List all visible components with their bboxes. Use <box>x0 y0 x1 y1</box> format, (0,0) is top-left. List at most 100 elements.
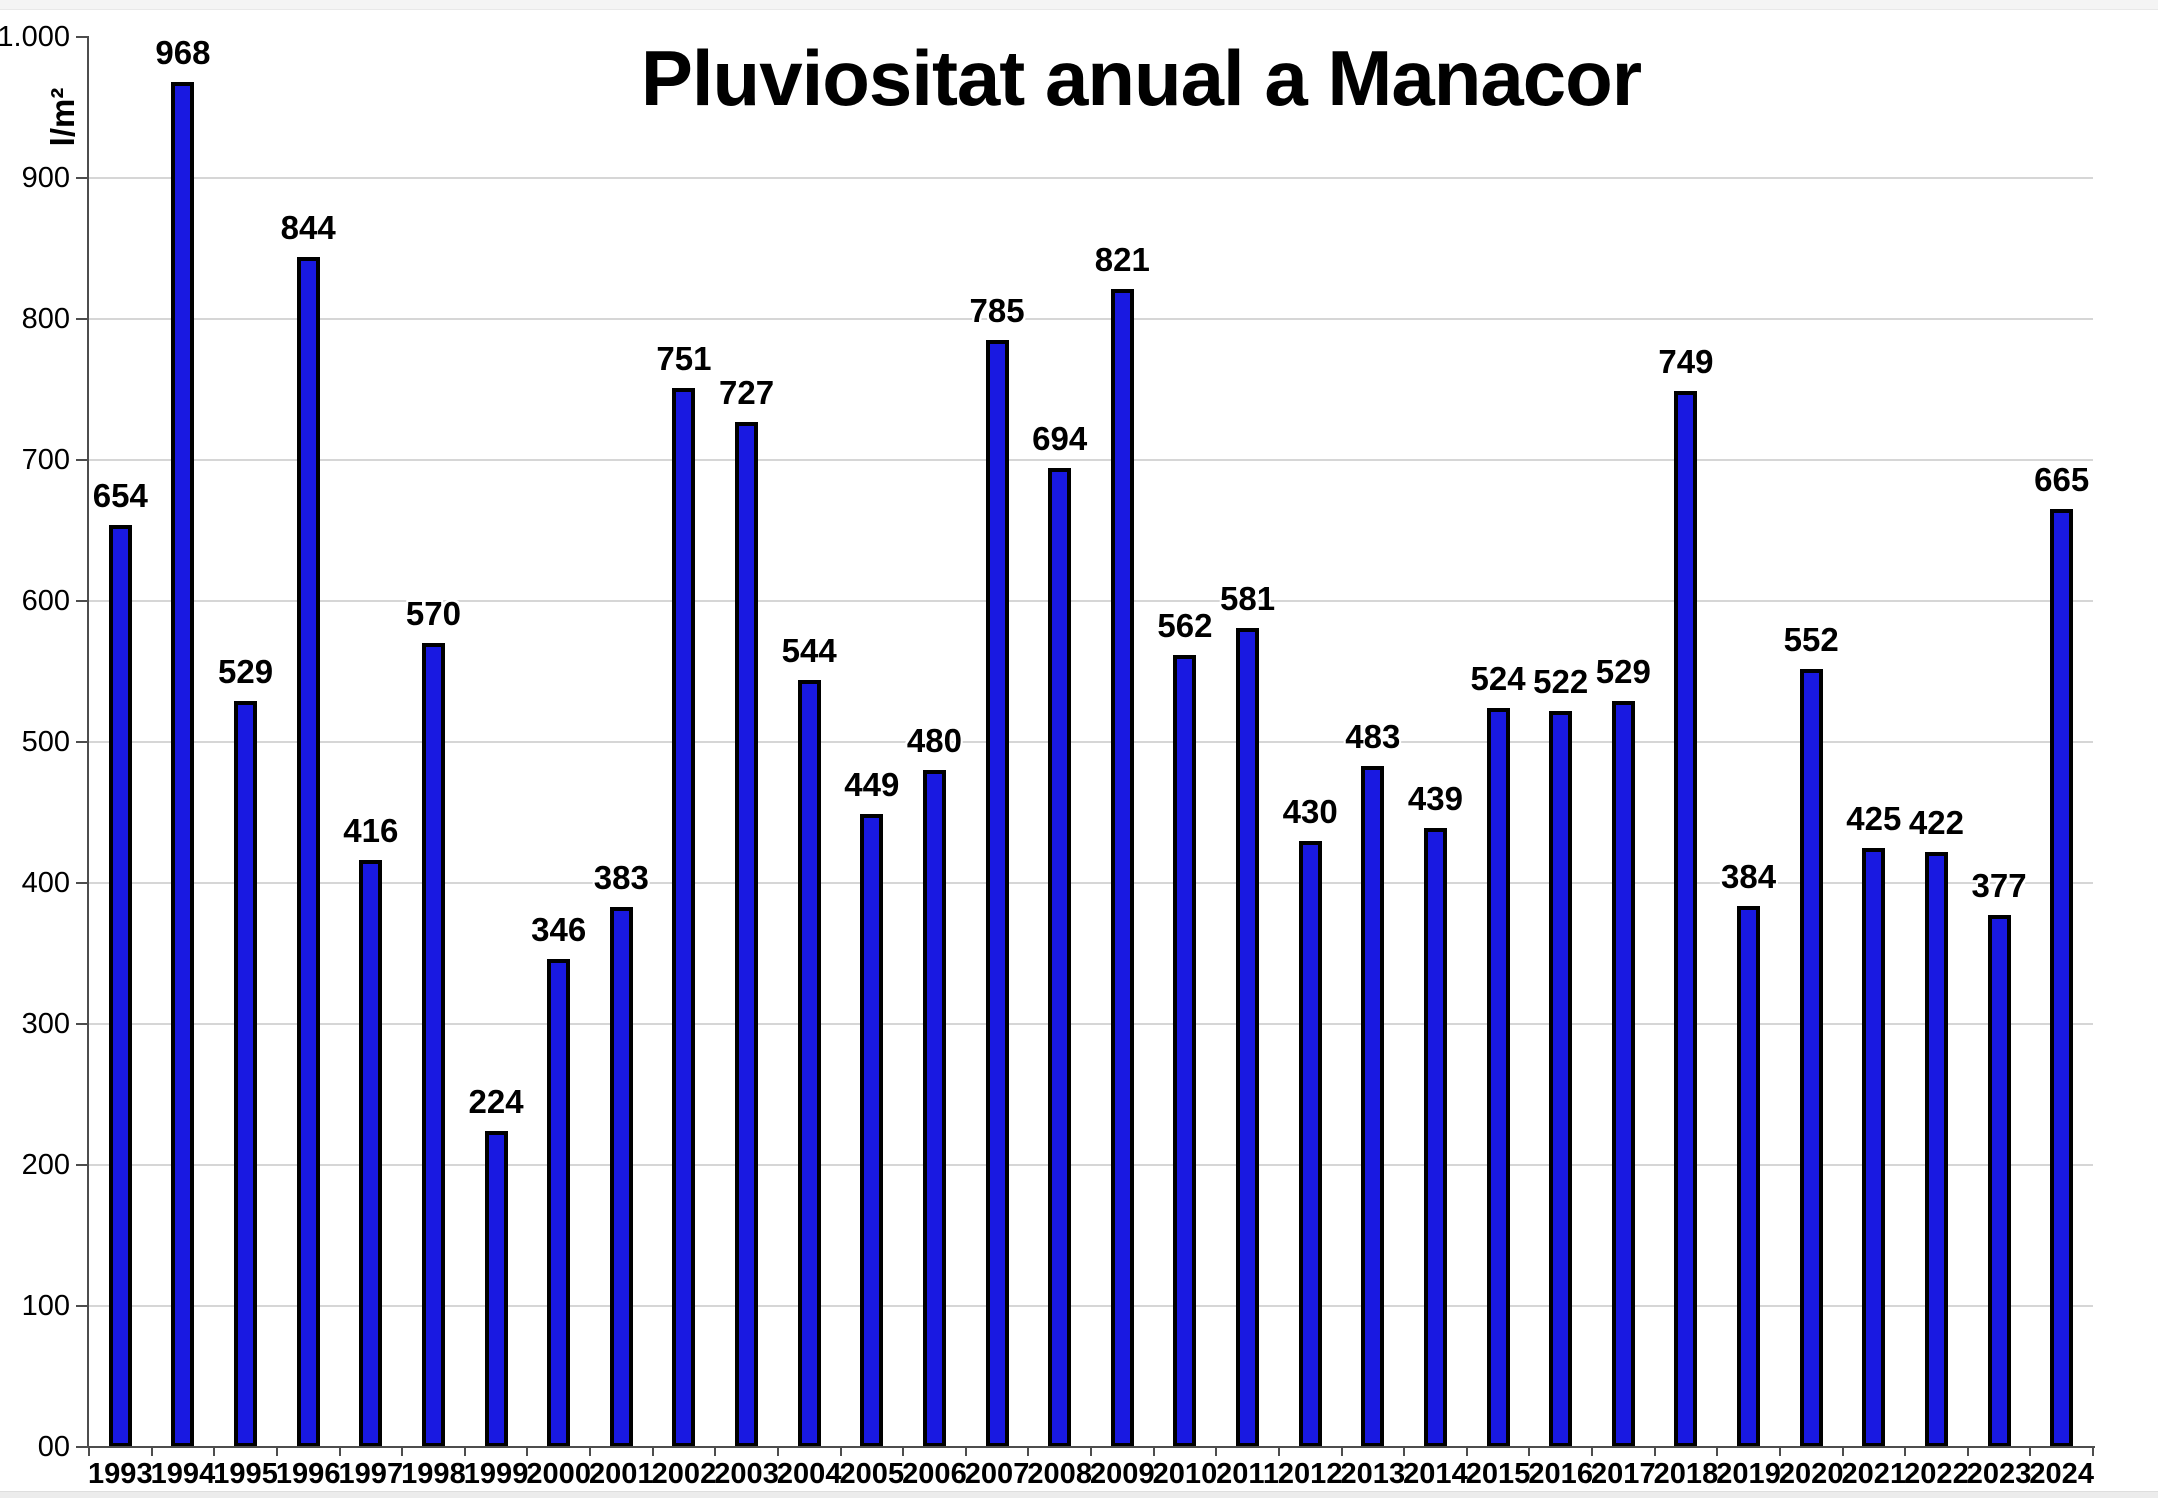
year-label-2015: 2015 <box>1465 1458 1531 1490</box>
x-tick-19 <box>1277 1447 1280 1456</box>
bar-2014 <box>1423 828 1447 1447</box>
bar-1996 <box>296 256 320 1447</box>
year-label-2014: 2014 <box>1403 1458 1468 1490</box>
y-axis-line <box>87 37 89 1448</box>
x-tick-29 <box>1904 1447 1907 1456</box>
bar-value-label-2005: 449 <box>844 765 900 803</box>
year-label-2024: 2024 <box>2029 1458 2094 1490</box>
x-tick-32 <box>2092 1447 2094 1456</box>
bar-value-label-1997: 416 <box>343 812 399 850</box>
bar-value-label-2016: 522 <box>1533 662 1589 700</box>
y-tick-label-700: 700 <box>21 444 70 476</box>
bar-value-label-2017: 529 <box>1595 653 1651 691</box>
year-label-2020: 2020 <box>1778 1458 1844 1490</box>
bar-2015 <box>1486 708 1510 1447</box>
x-tick-11 <box>776 1447 779 1456</box>
year-label-1998: 1998 <box>401 1458 466 1490</box>
bar-value-label-2024: 665 <box>2034 461 2090 499</box>
x-tick-10 <box>714 1447 717 1456</box>
bar-2013 <box>1361 765 1385 1447</box>
bar-value-label-2012: 430 <box>1282 792 1338 830</box>
bar-value-label-2020: 552 <box>1783 620 1839 658</box>
y-tick-label-400: 400 <box>21 867 70 899</box>
gridline-600 <box>89 600 2093 602</box>
bar-2000 <box>547 959 571 1447</box>
gridline-800 <box>89 318 2093 320</box>
gridline-100 <box>89 1305 2093 1307</box>
bar-1993 <box>108 524 132 1447</box>
year-label-2010: 2010 <box>1152 1458 1218 1490</box>
y-tick-100 <box>76 1305 89 1307</box>
year-label-2004: 2004 <box>776 1458 842 1490</box>
x-tick-14 <box>964 1447 967 1456</box>
year-label-2017: 2017 <box>1591 1458 1656 1490</box>
bar-2011 <box>1236 627 1260 1447</box>
gridline-200 <box>89 1164 2093 1166</box>
year-label-2011: 2011 <box>1216 1458 1280 1490</box>
bar-1994 <box>171 82 195 1447</box>
year-label-1996: 1996 <box>275 1458 341 1490</box>
bar-2021 <box>1862 847 1886 1447</box>
x-tick-20 <box>1340 1447 1343 1456</box>
bar-2009 <box>1110 289 1134 1447</box>
x-tick-26 <box>1716 1447 1719 1456</box>
x-tick-6 <box>463 1447 466 1456</box>
bar-2024 <box>2050 509 2074 1447</box>
bar-value-label-1999: 224 <box>468 1083 524 1121</box>
year-label-2018: 2018 <box>1653 1458 1719 1490</box>
year-label-1995: 1995 <box>213 1458 278 1490</box>
x-tick-27 <box>1778 1447 1781 1456</box>
y-tick-label-100: 100 <box>21 1290 70 1322</box>
y-tick-300 <box>76 1023 89 1025</box>
bar-2005 <box>860 813 884 1447</box>
y-tick-200 <box>76 1164 89 1166</box>
bar-2007 <box>985 340 1009 1447</box>
x-tick-28 <box>1841 1447 1844 1456</box>
year-label-2013: 2013 <box>1340 1458 1406 1490</box>
x-tick-15 <box>1027 1447 1030 1456</box>
year-label-2008: 2008 <box>1027 1458 1092 1490</box>
x-tick-2 <box>213 1447 216 1456</box>
bar-value-label-2023: 377 <box>1971 867 2027 905</box>
x-tick-24 <box>1591 1447 1593 1456</box>
bar-value-label-1994: 968 <box>155 34 211 72</box>
bar-1997 <box>359 860 383 1447</box>
bar-2017 <box>1611 701 1635 1447</box>
bar-2008 <box>1048 468 1072 1447</box>
bar-value-label-2004: 544 <box>781 631 837 669</box>
y-tick-label-800: 800 <box>21 303 70 335</box>
year-label-2003: 2003 <box>714 1458 779 1490</box>
year-label-1994: 1994 <box>150 1458 216 1490</box>
year-label-2007: 2007 <box>964 1458 1030 1490</box>
bar-value-label-1996: 844 <box>280 208 336 246</box>
x-tick-16 <box>1090 1447 1092 1456</box>
bar-2004 <box>797 679 821 1447</box>
y-tick-500 <box>76 741 89 743</box>
bar-2019 <box>1737 905 1761 1447</box>
year-label-1993: 1993 <box>88 1458 153 1490</box>
year-label-2009: 2009 <box>1090 1458 1155 1490</box>
bar-value-label-2008: 694 <box>1032 420 1088 458</box>
year-label-2022: 2022 <box>1904 1458 1969 1490</box>
x-tick-5 <box>401 1447 404 1456</box>
year-label-2002: 2002 <box>651 1458 717 1490</box>
x-tick-13 <box>902 1447 905 1456</box>
bar-value-label-2009: 821 <box>1094 241 1150 279</box>
y-tick-800 <box>76 318 89 320</box>
bar-value-label-2001: 383 <box>593 858 649 896</box>
bar-2010 <box>1173 654 1197 1447</box>
bar-2016 <box>1549 710 1573 1447</box>
y-tick-700 <box>76 459 89 461</box>
bar-2012 <box>1298 840 1322 1447</box>
y-tick-label-900: 900 <box>21 162 70 194</box>
x-axis-line <box>87 1446 2095 1448</box>
year-label-2001: 2001 <box>589 1458 654 1490</box>
x-tick-17 <box>1152 1447 1155 1456</box>
y-tick-label-0: 00 <box>37 1431 70 1463</box>
year-label-2021: 2021 <box>1841 1458 1907 1490</box>
x-tick-18 <box>1215 1447 1218 1456</box>
bar-1999 <box>484 1131 508 1447</box>
gridline-300 <box>89 1023 2093 1025</box>
x-tick-0 <box>88 1447 90 1456</box>
gridline-400 <box>89 882 2093 884</box>
